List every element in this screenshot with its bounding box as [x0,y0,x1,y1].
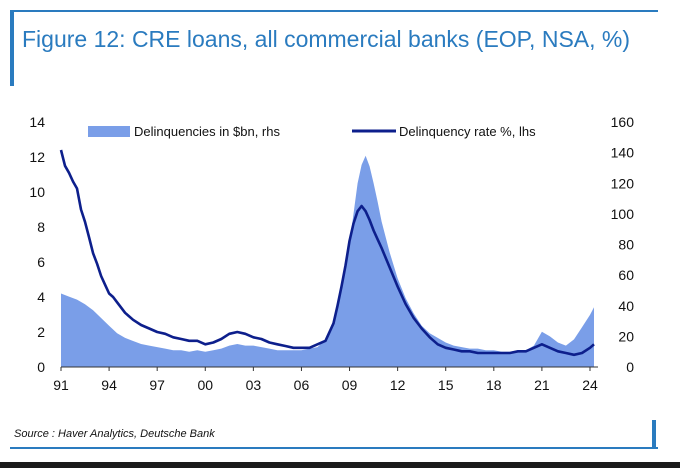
x-tick-label: 06 [294,377,310,393]
y-right-tick-label: 160 [611,114,635,130]
x-tick-label: 09 [342,377,358,393]
x-tick-label: 97 [149,377,165,393]
delinquency-rate-line [59,149,595,357]
bottom-bar [0,462,680,468]
y-left-tick-label: 0 [37,359,45,375]
axes-layer: 91 94 97 00 03 06 09 12 15 18 21 240246810121402040… [29,114,634,393]
y-right-tick-label: 20 [618,328,634,344]
y-right-tick-label: 0 [626,359,634,375]
y-left-tick-label: 14 [29,114,45,130]
x-tick-label: 94 [101,377,117,393]
legend-label-line: Delinquency rate %, lhs [399,124,536,139]
legend: Delinquencies in $bn, rhs Delinquency rat… [88,124,536,139]
line-layer [59,149,595,357]
y-left-tick-label: 6 [37,254,45,270]
x-tick-label: 12 [390,377,406,393]
x-tick-label: 18 [486,377,502,393]
x-tick-label: 91 [53,377,69,393]
y-left-tick-label: 10 [29,184,45,200]
x-tick-label: 15 [438,377,454,393]
x-tick-label: 03 [246,377,262,393]
y-left-tick-label: 8 [37,219,45,235]
y-right-tick-label: 120 [611,175,635,191]
y-right-tick-label: 100 [611,206,635,222]
y-left-tick-label: 4 [37,289,45,305]
chart-title: Figure 12: CRE loans, all commercial ban… [22,26,631,52]
y-right-tick-label: 60 [618,267,634,283]
y-right-tick-label: 80 [618,237,634,253]
y-left-tick-label: 12 [29,149,45,165]
source-note: Source : Haver Analytics, Deutsche Bank [14,428,215,440]
y-left-tick-label: 2 [37,324,45,340]
y-right-tick-label: 140 [611,145,635,161]
frame-top-border [10,10,658,12]
frame-right-border [652,420,656,449]
frame-bottom-border [10,447,658,449]
x-tick-label: 24 [582,377,598,393]
x-tick-label: 21 [534,377,550,393]
frame-left-border [10,10,14,86]
legend-label-area: Delinquencies in $bn, rhs [134,124,280,139]
y-right-tick-label: 40 [618,298,634,314]
legend-swatch-area [88,126,130,137]
x-tick-label: 00 [197,377,213,393]
